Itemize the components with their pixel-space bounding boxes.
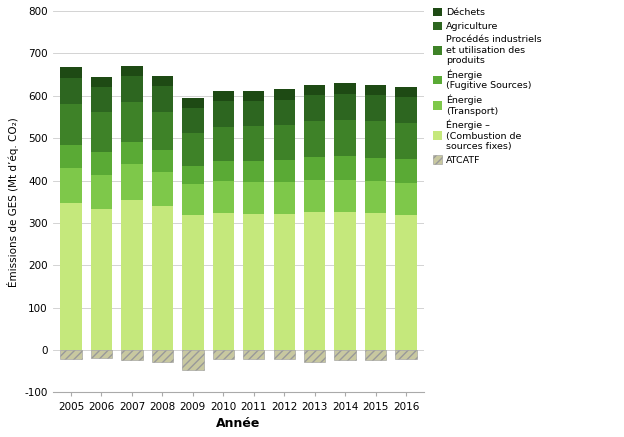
Y-axis label: Émissions de GES (Mt d’éq. CO₂): Émissions de GES (Mt d’éq. CO₂) bbox=[7, 117, 19, 287]
Bar bbox=[121, 200, 143, 350]
Bar bbox=[396, 123, 417, 160]
Bar bbox=[365, 85, 386, 95]
Bar bbox=[304, 85, 325, 95]
Bar bbox=[61, 168, 82, 203]
Legend: Déchets, Agriculture, Procédés industriels
et utilisation des
produits, Énergie
: Déchets, Agriculture, Procédés industrie… bbox=[433, 8, 542, 165]
Bar bbox=[365, 181, 386, 213]
Bar bbox=[304, 212, 325, 350]
Bar bbox=[273, 350, 295, 359]
Bar bbox=[182, 215, 203, 350]
Bar bbox=[365, 350, 386, 360]
Bar bbox=[304, 350, 325, 361]
Bar bbox=[213, 161, 234, 181]
Bar bbox=[334, 83, 356, 94]
Bar bbox=[121, 76, 143, 102]
Bar bbox=[365, 121, 386, 158]
Bar bbox=[243, 182, 265, 214]
Bar bbox=[243, 126, 265, 161]
Bar bbox=[243, 90, 265, 101]
Bar bbox=[91, 112, 112, 152]
Bar bbox=[91, 174, 112, 209]
Bar bbox=[304, 121, 325, 157]
Bar bbox=[396, 215, 417, 350]
Bar bbox=[152, 172, 173, 206]
Bar bbox=[243, 350, 265, 359]
Bar bbox=[182, 108, 203, 133]
Bar bbox=[334, 212, 356, 350]
Bar bbox=[213, 91, 234, 101]
Bar bbox=[61, 145, 82, 168]
Bar bbox=[182, 350, 203, 370]
Bar bbox=[334, 94, 356, 120]
Bar bbox=[365, 95, 386, 121]
Bar bbox=[243, 161, 265, 182]
Bar bbox=[91, 209, 112, 350]
Bar bbox=[396, 87, 417, 97]
Bar bbox=[91, 87, 112, 112]
Bar bbox=[273, 90, 295, 100]
Bar bbox=[243, 101, 265, 126]
Bar bbox=[213, 101, 234, 127]
Bar bbox=[91, 350, 112, 358]
Bar bbox=[152, 76, 173, 86]
Bar bbox=[213, 181, 234, 213]
Bar bbox=[396, 350, 417, 359]
Bar bbox=[304, 95, 325, 121]
Bar bbox=[121, 142, 143, 164]
Bar bbox=[61, 67, 82, 78]
Bar bbox=[243, 214, 265, 350]
Bar bbox=[304, 180, 325, 212]
Bar bbox=[121, 66, 143, 76]
Bar bbox=[91, 152, 112, 174]
Bar bbox=[61, 350, 82, 359]
Bar bbox=[152, 206, 173, 350]
Bar bbox=[182, 184, 203, 215]
Bar bbox=[61, 104, 82, 145]
Bar bbox=[213, 127, 234, 161]
Bar bbox=[273, 160, 295, 182]
Bar bbox=[334, 120, 356, 156]
Bar bbox=[396, 97, 417, 123]
Bar bbox=[61, 203, 82, 350]
Bar bbox=[273, 214, 295, 350]
Bar bbox=[396, 160, 417, 183]
Bar bbox=[334, 350, 356, 360]
Bar bbox=[304, 157, 325, 180]
Bar bbox=[334, 180, 356, 212]
Bar bbox=[152, 150, 173, 172]
Bar bbox=[121, 164, 143, 200]
Bar bbox=[182, 133, 203, 166]
Bar bbox=[213, 213, 234, 350]
Bar bbox=[182, 98, 203, 108]
Bar bbox=[273, 100, 295, 125]
Bar bbox=[365, 158, 386, 181]
Bar bbox=[91, 76, 112, 87]
Bar bbox=[365, 213, 386, 350]
Bar bbox=[61, 78, 82, 104]
Bar bbox=[121, 350, 143, 360]
Bar bbox=[396, 183, 417, 215]
Bar bbox=[273, 125, 295, 160]
Bar bbox=[213, 350, 234, 359]
Bar bbox=[273, 182, 295, 214]
Bar bbox=[182, 166, 203, 184]
Bar bbox=[152, 350, 173, 362]
Bar bbox=[334, 156, 356, 180]
Bar bbox=[121, 102, 143, 142]
Bar bbox=[152, 86, 173, 112]
Bar bbox=[152, 112, 173, 150]
X-axis label: Année: Année bbox=[217, 417, 261, 430]
